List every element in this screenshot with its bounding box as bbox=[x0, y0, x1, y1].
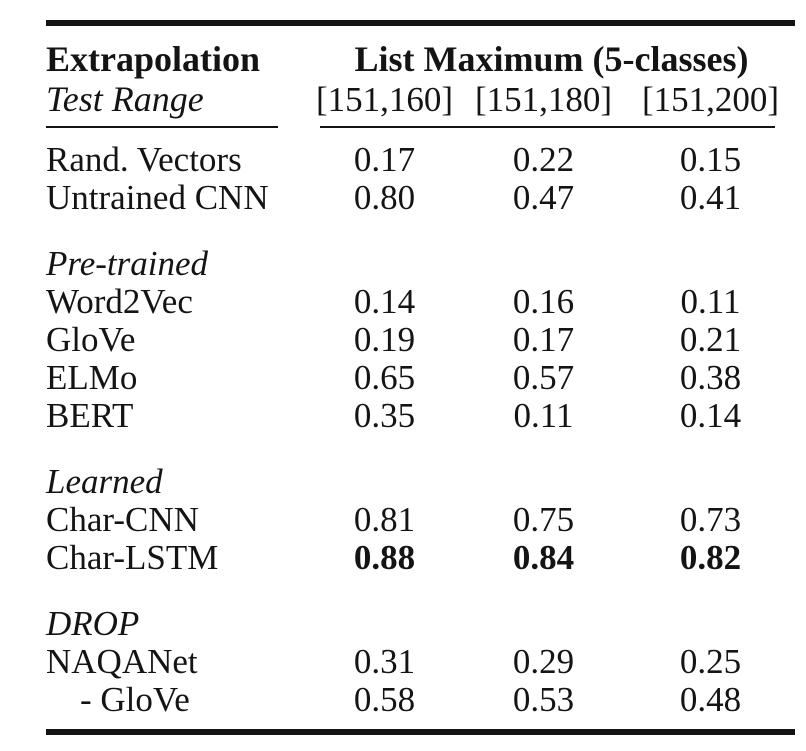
table-row: ELMo 0.65 0.57 0.38 bbox=[46, 358, 795, 396]
table-body: Rand. Vectors 0.17 0.22 0.15 Untrained CNN 0.… bbox=[46, 140, 795, 718]
section-label: Learned bbox=[46, 461, 163, 501]
table-row: Untrained CNN 0.80 0.47 0.41 bbox=[46, 178, 795, 216]
row-label: Word2Vec bbox=[46, 281, 193, 321]
cell-value: 0.75 bbox=[512, 499, 575, 539]
cell-value: 0.58 bbox=[353, 679, 416, 719]
label-column-rule bbox=[46, 126, 278, 128]
table-top-rule bbox=[46, 20, 795, 26]
cell-value: 0.25 bbox=[679, 641, 742, 681]
cell-value: 0.17 bbox=[353, 139, 416, 179]
cell-value: 0.41 bbox=[679, 177, 742, 217]
cell-value: 0.38 bbox=[679, 357, 742, 397]
table-row: Word2Vec 0.14 0.16 0.11 bbox=[46, 282, 795, 320]
section-label: DROP bbox=[46, 603, 140, 643]
cell-value: 0.73 bbox=[679, 499, 742, 539]
table-row: - GloVe 0.58 0.53 0.48 bbox=[46, 680, 795, 718]
section-label-row: Learned bbox=[46, 462, 795, 500]
data-columns-rule bbox=[320, 126, 775, 128]
row-label: GloVe bbox=[46, 319, 136, 359]
table-row: Rand. Vectors 0.17 0.22 0.15 bbox=[46, 140, 795, 178]
cell-value: 0.47 bbox=[512, 177, 575, 217]
cell-value: 0.65 bbox=[353, 357, 416, 397]
cell-value: 0.11 bbox=[680, 281, 741, 321]
header-test-range: Test Range bbox=[46, 79, 204, 119]
header-range-151-160: [151,160] bbox=[315, 79, 454, 119]
section-label-row: DROP bbox=[46, 604, 795, 642]
cell-value: 0.31 bbox=[353, 641, 416, 681]
cell-value: 0.57 bbox=[512, 357, 575, 397]
row-label: Char-LSTM bbox=[46, 537, 219, 577]
cell-value: 0.21 bbox=[679, 319, 742, 359]
cell-value: 0.22 bbox=[512, 139, 575, 179]
cell-value: 0.48 bbox=[679, 679, 742, 719]
table-row: NAQANet 0.31 0.29 0.25 bbox=[46, 642, 795, 680]
table-row: GloVe 0.19 0.17 0.21 bbox=[46, 320, 795, 358]
cell-value: 0.82 bbox=[679, 537, 742, 577]
table-row: BERT 0.35 0.11 0.14 bbox=[46, 396, 795, 434]
cell-value: 0.81 bbox=[353, 499, 416, 539]
table-header-row-2: Test Range [151,160] [151,180] [151,200] bbox=[46, 80, 795, 118]
table-bottom-rule bbox=[46, 729, 795, 735]
header-extrapolation: Extrapolation bbox=[46, 39, 261, 79]
cell-value: 0.29 bbox=[512, 641, 575, 681]
cell-value: 0.15 bbox=[679, 139, 742, 179]
section-label-row: Pre-trained bbox=[46, 244, 795, 282]
row-label: ELMo bbox=[46, 357, 138, 397]
cell-value: 0.11 bbox=[513, 395, 574, 435]
header-list-maximum: List Maximum (5-classes) bbox=[354, 39, 749, 79]
cell-value: 0.35 bbox=[353, 395, 416, 435]
cell-value: 0.84 bbox=[512, 537, 575, 577]
row-label: Untrained CNN bbox=[46, 177, 269, 217]
cell-value: 0.88 bbox=[353, 537, 416, 577]
table-row: Char-CNN 0.81 0.75 0.73 bbox=[46, 500, 795, 538]
row-label: - GloVe bbox=[80, 679, 190, 719]
cell-value: 0.14 bbox=[353, 281, 416, 321]
row-label: Char-CNN bbox=[46, 499, 199, 539]
cell-value: 0.19 bbox=[353, 319, 416, 359]
cell-value: 0.80 bbox=[353, 177, 416, 217]
header-range-151-200: [151,200] bbox=[641, 79, 780, 119]
cell-value: 0.53 bbox=[512, 679, 575, 719]
row-label: Rand. Vectors bbox=[46, 139, 242, 179]
row-label: NAQANet bbox=[46, 641, 198, 681]
section-label: Pre-trained bbox=[46, 243, 208, 283]
cell-value: 0.17 bbox=[512, 319, 575, 359]
results-table: Extrapolation List Maximum (5-classes) T… bbox=[46, 20, 795, 735]
table-mid-rules bbox=[46, 118, 795, 128]
table-header-row-1: Extrapolation List Maximum (5-classes) bbox=[46, 38, 795, 80]
header-range-151-180: [151,180] bbox=[474, 79, 613, 119]
cell-value: 0.16 bbox=[512, 281, 575, 321]
row-label: BERT bbox=[46, 395, 134, 435]
cell-value: 0.14 bbox=[679, 395, 742, 435]
table-row: Char-LSTM 0.88 0.84 0.82 bbox=[46, 538, 795, 576]
